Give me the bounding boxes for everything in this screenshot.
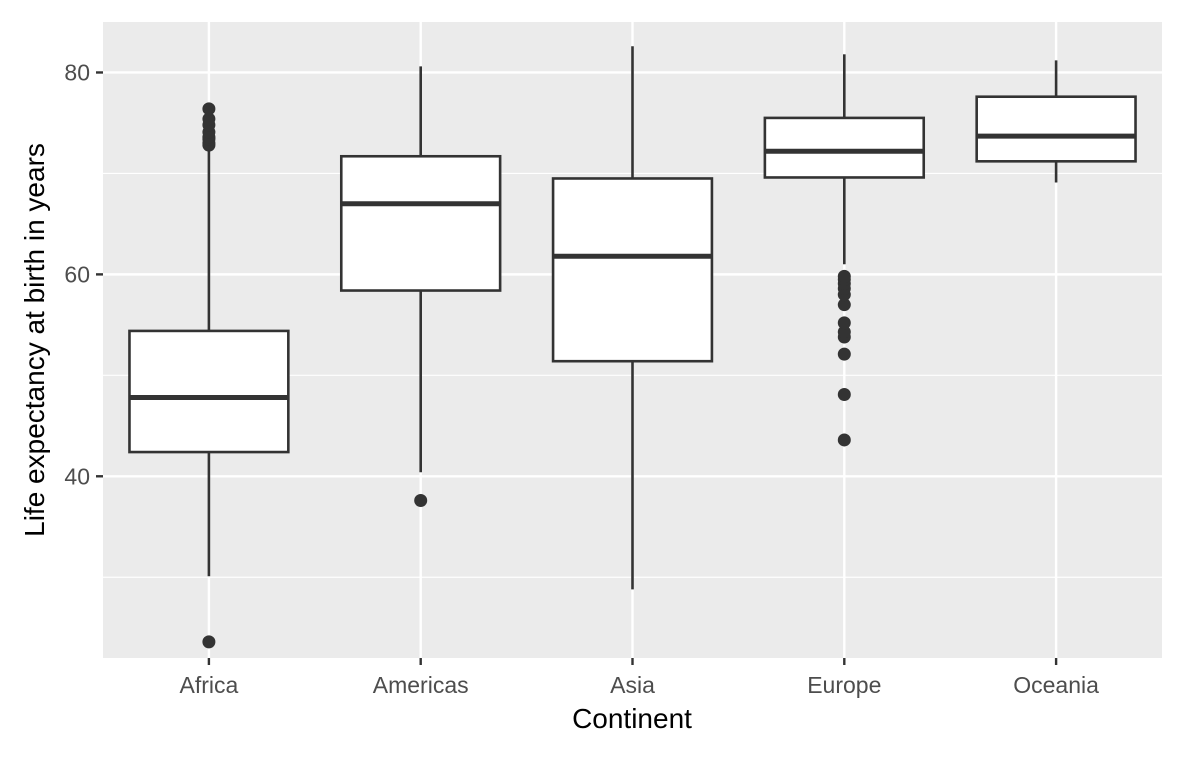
outlier-point — [202, 102, 216, 116]
box-iqr — [975, 95, 1137, 163]
x-tick-label: Europe — [807, 672, 881, 698]
outlier-point — [414, 494, 428, 508]
box-americas — [339, 66, 502, 508]
box-iqr — [763, 116, 926, 179]
y-axis: 40 60 80 — [64, 59, 103, 489]
box-iqr — [128, 329, 290, 454]
box-asia — [551, 46, 714, 590]
outlier-point — [837, 316, 851, 330]
box-iqr — [551, 177, 714, 363]
x-axis-title: Continent — [572, 703, 692, 734]
y-tick-label: 80 — [64, 59, 90, 85]
x-tick-label: Asia — [610, 672, 655, 698]
x-tick-label: Africa — [180, 672, 239, 698]
outlier-point — [837, 325, 851, 339]
y-tick-label: 40 — [64, 463, 90, 489]
outlier-point — [202, 635, 216, 649]
outlier-point — [837, 433, 851, 447]
outlier-point — [837, 388, 851, 402]
x-axis: Africa Americas Asia Europe Oceania — [180, 658, 1099, 698]
box-iqr — [339, 154, 502, 292]
box-oceania — [975, 60, 1137, 183]
box-africa — [128, 102, 290, 649]
outlier-point — [202, 112, 216, 126]
x-tick-label: Oceania — [1013, 672, 1099, 698]
outlier-point — [837, 298, 851, 312]
y-axis-title: Life expectancy at birth in years — [19, 143, 50, 537]
boxes — [128, 46, 1137, 649]
y-tick-label: 60 — [64, 261, 90, 287]
outlier-point — [837, 269, 851, 283]
outlier-point — [837, 347, 851, 361]
box-europe — [763, 54, 926, 447]
x-tick-label: Americas — [373, 672, 469, 698]
